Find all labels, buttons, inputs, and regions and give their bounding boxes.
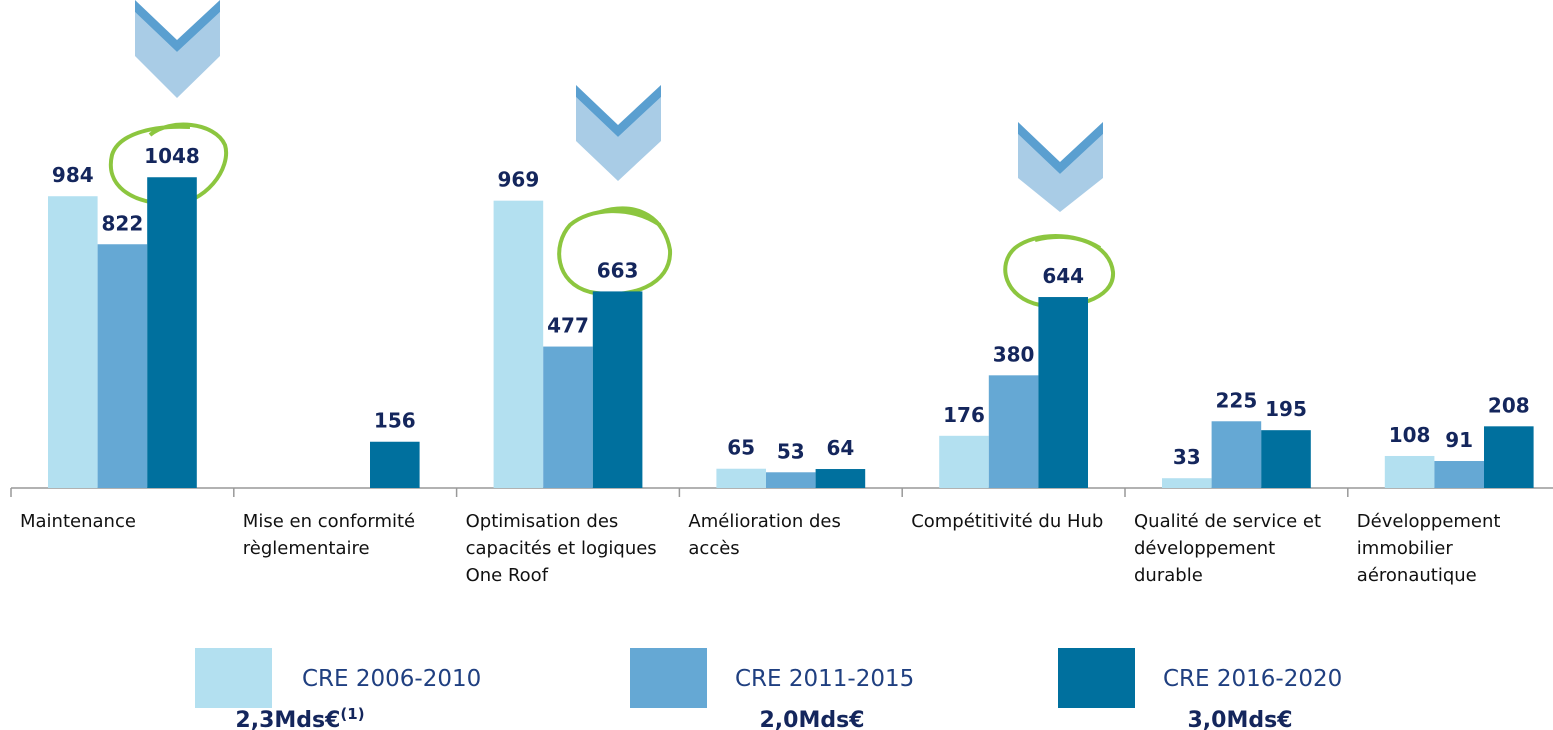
value-label: 108 xyxy=(1389,423,1431,447)
legend-label: CRE 2011-2015 xyxy=(735,666,914,692)
value-label: 65 xyxy=(727,436,755,460)
bar xyxy=(716,468,766,488)
bar xyxy=(48,196,98,489)
bar xyxy=(1261,430,1311,488)
highlight-arrows xyxy=(135,0,1103,212)
value-label: 53 xyxy=(777,439,805,463)
value-label: 91 xyxy=(1445,428,1473,452)
bar xyxy=(147,177,197,488)
legend-swatch xyxy=(1058,648,1135,708)
bar xyxy=(766,472,816,488)
value-label: 1048 xyxy=(144,144,200,168)
category-label: Compétitivité du Hub xyxy=(911,511,1104,532)
legend-total: 2,3Mds€(1) xyxy=(235,705,364,730)
legend-label: CRE 2016-2020 xyxy=(1163,666,1342,692)
legend-label: CRE 2006-2010 xyxy=(302,666,481,692)
bar xyxy=(493,200,544,488)
value-label: 195 xyxy=(1265,397,1307,421)
value-label: 984 xyxy=(52,163,94,187)
value-label: 380 xyxy=(993,342,1035,366)
legend-total: 2,0Mds€ xyxy=(759,708,864,730)
bar xyxy=(592,291,643,488)
bar xyxy=(1038,297,1088,488)
bar xyxy=(543,346,593,488)
bar xyxy=(97,244,148,488)
value-label: 208 xyxy=(1488,393,1530,417)
bar xyxy=(1484,426,1534,488)
value-label: 225 xyxy=(1216,388,1258,412)
value-label: 969 xyxy=(498,168,540,192)
category-label: Maintenance xyxy=(20,511,136,532)
value-label: 644 xyxy=(1042,264,1084,288)
category-label: Amélioration des accès xyxy=(688,511,841,559)
category-label: Développement immobilier aéronautique xyxy=(1356,511,1501,586)
value-label: 663 xyxy=(597,258,639,282)
legend-swatch xyxy=(630,648,707,708)
value-label: 33 xyxy=(1173,445,1201,469)
circle xyxy=(557,206,673,297)
value-label: 176 xyxy=(943,403,985,427)
bar xyxy=(370,441,420,488)
bar xyxy=(988,375,1039,488)
bar xyxy=(1162,478,1212,488)
legend-swatch xyxy=(195,648,272,708)
category-label: Optimisation des capacités et logiques O… xyxy=(465,511,657,586)
bar xyxy=(1211,421,1262,488)
value-label: 156 xyxy=(374,409,416,433)
bar xyxy=(1434,461,1484,488)
value-label: 64 xyxy=(826,436,854,460)
chevron xyxy=(1018,122,1103,212)
value-label: 477 xyxy=(547,314,589,338)
bar xyxy=(815,469,866,488)
bar xyxy=(1384,455,1435,488)
footnote: (1) xyxy=(340,705,364,723)
category-label: Qualité de service et développement dura… xyxy=(1134,511,1322,586)
chevron xyxy=(576,85,661,181)
category-label: Mise en conformité règlementaire xyxy=(242,511,416,559)
value-label: 822 xyxy=(102,211,144,235)
legend-squares xyxy=(195,648,1135,708)
total: 2,3Mds€ xyxy=(235,708,340,730)
chevron xyxy=(135,0,220,98)
bar xyxy=(939,435,989,488)
legend-total: 3,0Mds€ xyxy=(1187,708,1292,730)
